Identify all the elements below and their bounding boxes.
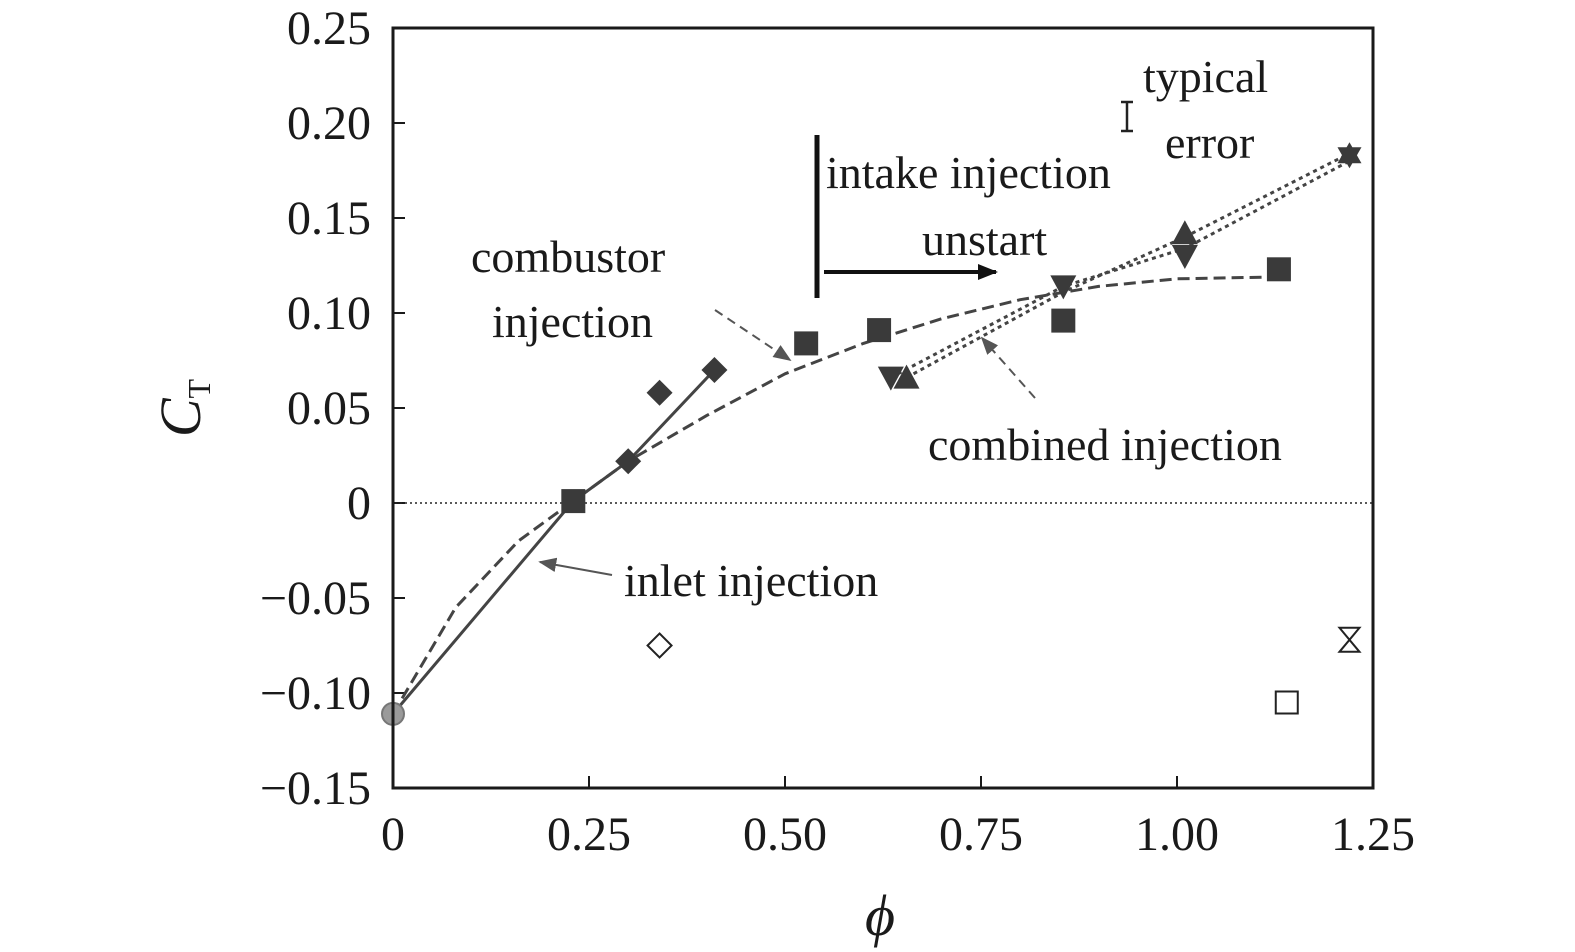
annotation-intake-injection: intake injection [826,147,1111,198]
curve-solid [391,368,716,715]
point-square-filled [561,489,586,514]
x-tick-label: 1.25 [1331,808,1415,861]
point-star-filled [1337,142,1362,169]
point-diamond-filled [646,379,673,406]
point-hourglass-open [1337,626,1362,653]
point-square-filled [1051,308,1076,333]
curve-dashed [391,275,1279,715]
point-square-filled [1266,257,1291,282]
point-diamond-filled [615,448,642,475]
inlet-leader-arrow [538,557,613,576]
y-tick-label: 0.10 [287,287,371,340]
point-triangle-up-filled [1171,220,1198,245]
annotation-error: error [1165,117,1254,168]
fit-curves [391,152,1351,715]
x-tick-label: 0 [381,808,405,861]
curve-dotted [890,159,1351,379]
annotation-combustor-injection: injection [492,296,653,347]
y-tick-label: 0 [347,477,371,530]
hourglass-part [1337,638,1362,653]
hourglass-part [1337,626,1362,642]
y-tick-label: 0.15 [287,192,371,245]
y-tick-label: 0.05 [287,382,371,435]
annotation-typical: typical [1143,51,1268,102]
point-diamond-open [646,632,673,659]
annotation-unstart: unstart [922,214,1047,265]
x-tick-label: 0.75 [939,808,1023,861]
combustor-leader-arrow [714,309,792,361]
typical-error-bar [1121,100,1133,133]
annotation-inlet-injection: inlet injection [624,555,878,606]
y-axis-title-subscript: T [181,378,217,398]
point-triangle-down-filled [877,366,904,391]
annotation-combustor: combustor [471,231,665,282]
x-axis-title: ϕ [865,883,895,948]
y-tick-label: −0.05 [260,572,371,625]
point-triangle-down-filled [1050,275,1077,300]
y-axis-title-main: C [148,397,213,437]
y-tick-label: 0.20 [287,97,371,150]
x-tick-label: 1.00 [1135,808,1219,861]
curve-dotted [905,152,1351,379]
x-axis-ticks: 0 0.25 0.50 0.75 1.00 1.25 [381,776,1415,861]
x-tick-label: 0.25 [547,808,631,861]
y-axis-ticks: −0.15 −0.10 −0.05 0 0.05 0.10 0.15 0.20 0.25 [260,2,405,815]
x-tick-label: 0.50 [743,808,827,861]
y-tick-label: −0.15 [260,762,371,815]
point-square-open [1274,690,1299,715]
y-tick-label: −0.10 [260,667,371,720]
y-tick-label: 0.25 [287,2,371,55]
point-square-filled [794,331,819,356]
y-axis-title: CT [148,378,217,437]
star-part [1337,142,1362,164]
annotation-combined-injection: combined injection [928,419,1282,470]
point-triangle-up-filled [893,364,920,389]
point-triangle-down-filled [1171,245,1198,269]
plot-frame [391,26,1375,790]
point-square-filled [867,318,892,343]
combined-leader-arrow [980,336,1036,399]
point-diamond-filled [701,357,728,383]
